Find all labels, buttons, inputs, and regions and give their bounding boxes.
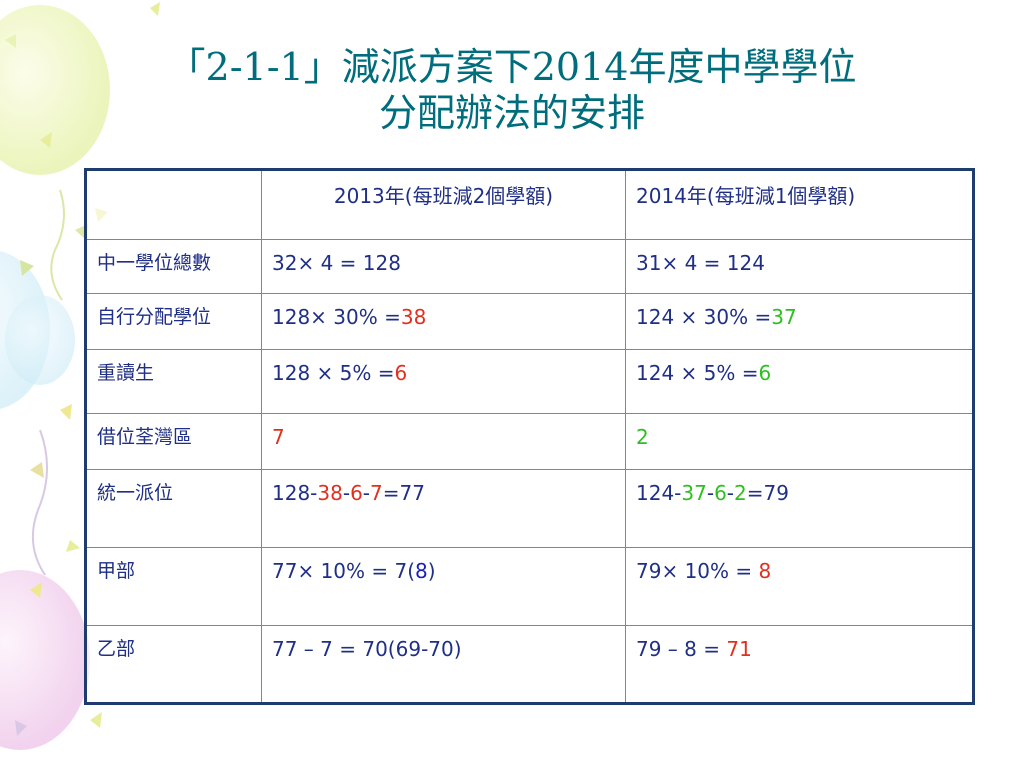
table-row: 借位荃灣區 7 2 bbox=[85, 413, 974, 470]
cell-text-segment: - bbox=[706, 481, 715, 505]
cell-text-segment: 124 × 30% = bbox=[636, 305, 772, 329]
cell-text-segment: 37 bbox=[771, 305, 797, 329]
row-label: 重讀生 bbox=[85, 349, 262, 414]
allocation-table: 2013年(每班減2個學額) 2014年(每班減1個學額) 中一學位總數 32×… bbox=[84, 168, 975, 705]
cell-text-segment: 6 bbox=[714, 481, 727, 505]
cell-text-segment: 77 – 7 = 70(69-70) bbox=[272, 637, 462, 661]
cell-2014: 2 bbox=[625, 413, 974, 470]
cell-text-segment: 6 bbox=[394, 361, 408, 385]
cell-text-segment: 31× 4 = 124 bbox=[636, 251, 765, 275]
cell-text-segment: 38 bbox=[317, 481, 343, 505]
header-cell-2014: 2014年(每班減1個學額) bbox=[625, 169, 974, 240]
table-row: 統一派位 128-38-6-7=77 124-37-6-2=79 bbox=[85, 469, 974, 548]
cell-text-segment: 32× 4 = 128 bbox=[272, 251, 401, 275]
cell-2014: 124 × 5% =6 bbox=[625, 349, 974, 414]
cell-2013: 128 × 5% =6 bbox=[261, 349, 626, 414]
cell-text-segment: 7 bbox=[272, 425, 285, 449]
cell-2014: 79 – 8 = 71 bbox=[625, 625, 974, 704]
row-label: 乙部 bbox=[85, 625, 262, 704]
cell-text-segment: 7 bbox=[370, 481, 383, 505]
cell-text-segment: 128- bbox=[272, 481, 318, 505]
cell-text-segment: 38 bbox=[400, 305, 427, 329]
cell-text-segment: 6 bbox=[350, 481, 363, 505]
cell-2013: 128-38-6-7=77 bbox=[261, 469, 626, 548]
cell-text-segment: 2 bbox=[734, 481, 747, 505]
table-header-row: 2013年(每班減2個學額) 2014年(每班減1個學額) bbox=[85, 169, 974, 240]
cell-text-segment: - bbox=[342, 481, 351, 505]
header-cell-blank bbox=[85, 169, 262, 240]
table-row: 中一學位總數 32× 4 = 128 31× 4 = 124 bbox=[85, 239, 974, 294]
row-label: 甲部 bbox=[85, 547, 262, 626]
cell-text-segment: 124 × 5% = bbox=[636, 361, 759, 385]
cell-2013: 77× 10% = 7(8) bbox=[261, 547, 626, 626]
table-row: 自行分配學位 128× 30% =38 124 × 30% =37 bbox=[85, 293, 974, 350]
cell-2014: 124 × 30% =37 bbox=[625, 293, 974, 350]
table-row: 甲部 77× 10% = 7(8) 79× 10% = 8 bbox=[85, 547, 974, 626]
row-label: 統一派位 bbox=[85, 469, 262, 548]
cell-text-segment: 128× 30% = bbox=[272, 305, 401, 329]
table-row: 重讀生 128 × 5% =6 124 × 5% =6 bbox=[85, 349, 974, 414]
cell-text-segment: 8 bbox=[758, 559, 772, 583]
cell-text-segment: 37 bbox=[681, 481, 707, 505]
slide-title: 「2-1-1」減派方案下2014年度中學學位 分配辦法的安排 bbox=[40, 44, 984, 136]
cell-2013: 7 bbox=[261, 413, 626, 470]
cell-text-segment: - bbox=[726, 481, 735, 505]
cell-2013: 32× 4 = 128 bbox=[261, 239, 626, 294]
cell-text-segment: 8 bbox=[415, 559, 428, 583]
row-label: 自行分配學位 bbox=[85, 293, 262, 350]
header-cell-2013: 2013年(每班減2個學額) bbox=[261, 169, 626, 240]
cell-2013: 128× 30% =38 bbox=[261, 293, 626, 350]
cell-text-segment: 2 bbox=[636, 425, 649, 449]
cell-text-segment: 71 bbox=[726, 637, 752, 661]
slide-title-line-1: 「2-1-1」減派方案下2014年度中學學位 bbox=[167, 45, 857, 89]
cell-text-segment: 124- bbox=[636, 481, 682, 505]
row-label: 中一學位總數 bbox=[85, 239, 262, 294]
row-label: 借位荃灣區 bbox=[85, 413, 262, 470]
cell-2013: 77 – 7 = 70(69-70) bbox=[261, 625, 626, 704]
cell-text-segment: - bbox=[362, 481, 371, 505]
cell-2014: 124-37-6-2=79 bbox=[625, 469, 974, 548]
slide-title-line-2: 分配辦法的安排 bbox=[378, 91, 645, 135]
cell-text-segment: 77× 10% = 7( bbox=[272, 559, 416, 583]
cell-text-segment: 6 bbox=[758, 361, 772, 385]
cell-text-segment: =77 bbox=[382, 481, 425, 505]
cell-text-segment: =79 bbox=[746, 481, 789, 505]
table-row: 乙部 77 – 7 = 70(69-70) 79 – 8 = 71 bbox=[85, 625, 974, 704]
cell-text-segment: 79× 10% = bbox=[636, 559, 759, 583]
cell-text-segment: ) bbox=[427, 559, 436, 583]
cell-2014: 31× 4 = 124 bbox=[625, 239, 974, 294]
cell-2014: 79× 10% = 8 bbox=[625, 547, 974, 626]
cell-text-segment: 79 – 8 = bbox=[636, 637, 727, 661]
cell-text-segment: 128 × 5% = bbox=[272, 361, 395, 385]
